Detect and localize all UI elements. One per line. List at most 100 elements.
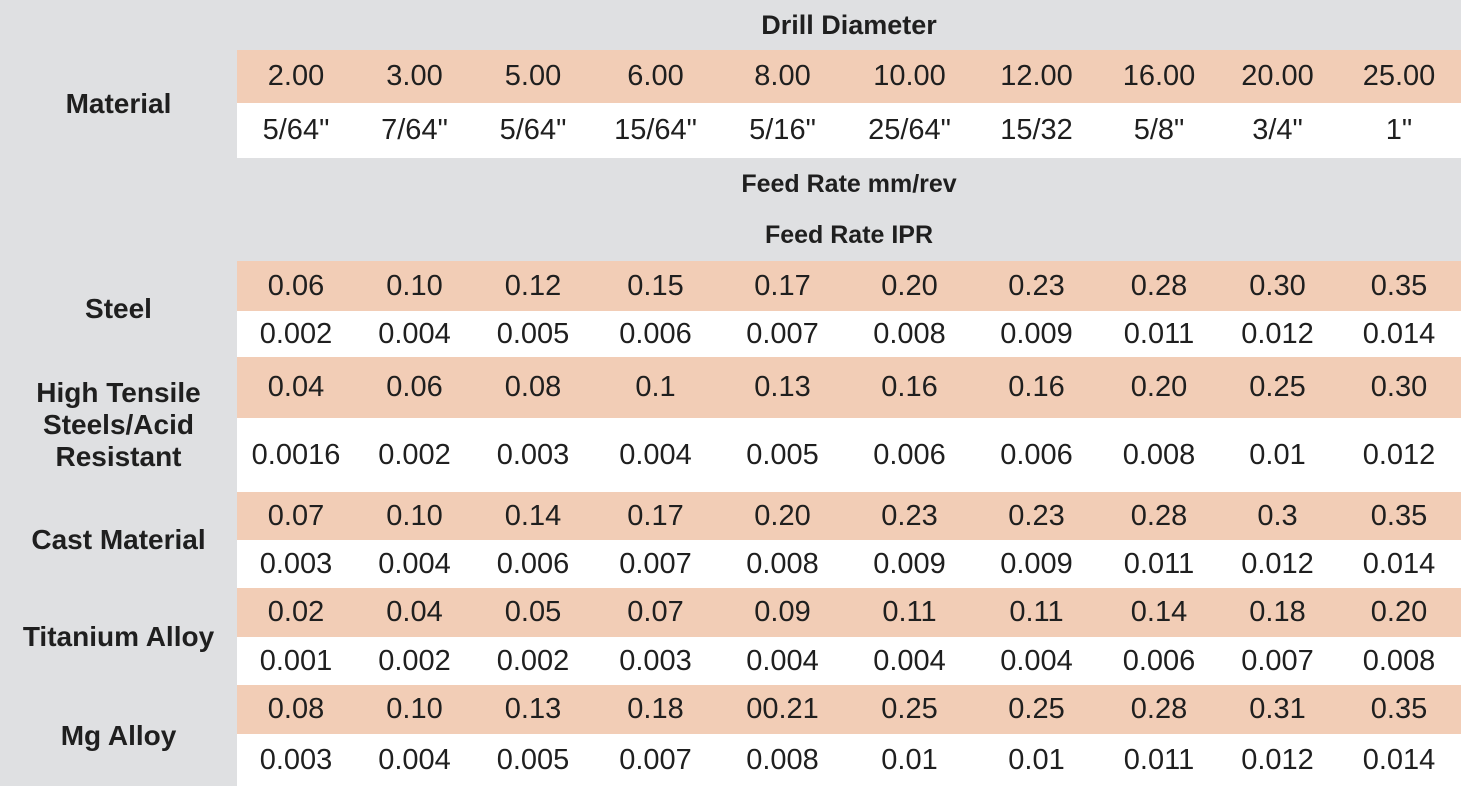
- feed-ipr-cell: 0.01: [846, 734, 973, 786]
- material-name: High Tensile Steels/Acid Resistant: [0, 357, 237, 492]
- feed-mm-cell: 0.14: [474, 492, 592, 540]
- feed-ipr-cell: 0.004: [355, 311, 474, 357]
- material-name-line: Steels/Acid: [43, 408, 194, 440]
- feed-ipr-cell: 0.002: [355, 637, 474, 685]
- feed-mm-cell: 0.3: [1218, 492, 1337, 540]
- feed-ipr-cell: 0.012: [1218, 540, 1337, 588]
- diameter-mm-cell: 12.00: [973, 50, 1100, 103]
- feed-ipr-cell: 0.008: [719, 734, 846, 786]
- feed-mm-cell: 0.1: [592, 357, 719, 418]
- feed-ipr-cell: 0.006: [592, 311, 719, 357]
- material-name-line: Cast Material: [31, 524, 206, 555]
- feed-ipr-cell: 0.002: [237, 311, 355, 357]
- diameter-mm-cell: 2.00: [237, 50, 355, 103]
- feed-mm-cell: 00.21: [719, 685, 846, 734]
- material-heading: Material: [0, 50, 237, 158]
- feed-ipr-cell: 0.007: [1218, 637, 1337, 685]
- feed-ipr-cell: 0.014: [1337, 734, 1461, 786]
- feed-mm-cell: 0.13: [719, 357, 846, 418]
- diameter-inch-cell: 5/64": [474, 103, 592, 158]
- feed-ipr-cell: 0.012: [1337, 418, 1461, 492]
- feed-ipr-cell: 0.002: [355, 418, 474, 492]
- feed-mm-cell: 0.25: [846, 685, 973, 734]
- feed-mm-cell: 0.04: [237, 357, 355, 418]
- material-name-line: Mg Alloy: [60, 719, 177, 751]
- feed-mm-cell: 0.20: [846, 261, 973, 311]
- feed-ipr-cell: 0.003: [474, 418, 592, 492]
- diameter-inch-cell: 1": [1337, 103, 1461, 158]
- material-name: Steel: [0, 261, 237, 357]
- feed-mm-cell: 0.04: [355, 588, 474, 637]
- feed-ipr-cell: 0.006: [846, 418, 973, 492]
- diameter-mm-cell: 6.00: [592, 50, 719, 103]
- feed-ipr-cell: 0.009: [973, 540, 1100, 588]
- feed-ipr-cell: 0.011: [1100, 734, 1218, 786]
- feed-mm-cell: 0.25: [973, 685, 1100, 734]
- diameter-mm-cell: 25.00: [1337, 50, 1461, 103]
- feed-mm-cell: 0.17: [592, 492, 719, 540]
- feed-ipr-cell: 0.012: [1218, 734, 1337, 786]
- feed-ipr-cell: 0.002: [474, 637, 592, 685]
- diameter-inch-cell: 7/64": [355, 103, 474, 158]
- feed-ipr-cell: 0.001: [237, 637, 355, 685]
- feed-ipr-cell: 0.004: [592, 418, 719, 492]
- drill-diameter-heading: Drill Diameter: [761, 9, 937, 40]
- feed-mm-cell: 0.16: [973, 357, 1100, 418]
- feed-mm-cell: 0.07: [237, 492, 355, 540]
- feed-ipr-cell: 0.005: [474, 734, 592, 786]
- feed-mm-cell: 0.31: [1218, 685, 1337, 734]
- material-name-line: High Tensile: [36, 376, 201, 408]
- diameter-inch-cell: 25/64": [846, 103, 973, 158]
- feed-mm-cell: 0.16: [846, 357, 973, 418]
- feed-ipr-cell: 0.007: [719, 311, 846, 357]
- feed-mm-cell: 0.10: [355, 492, 474, 540]
- feed-mm-cell: 0.20: [1337, 588, 1461, 637]
- diameter-inch-cell: 5/64": [237, 103, 355, 158]
- material-name: Titanium Alloy: [0, 588, 237, 685]
- feed-mm-cell: 0.09: [719, 588, 846, 637]
- feed-mm-cell: 0.10: [355, 261, 474, 311]
- feed-mm-cell: 0.14: [1100, 588, 1218, 637]
- feed-ipr-cell: 0.011: [1100, 540, 1218, 588]
- feed-mm-cell: 0.13: [474, 685, 592, 734]
- feed-ipr-cell: 0.004: [355, 540, 474, 588]
- feed-ipr-cell: 0.0016: [237, 418, 355, 492]
- feed-mm-cell: 0.15: [592, 261, 719, 311]
- feed-mm-cell: 0.28: [1100, 261, 1218, 311]
- feed-ipr-cell: 0.003: [592, 637, 719, 685]
- material-name: Cast Material: [0, 492, 237, 588]
- feed-mm-cell: 0.18: [592, 685, 719, 734]
- feed-mm-cell: 0.12: [474, 261, 592, 311]
- feed-mm-cell: 0.30: [1337, 357, 1461, 418]
- feed-mm-cell: 0.06: [237, 261, 355, 311]
- diameter-mm-cell: 16.00: [1100, 50, 1218, 103]
- diameter-inch-cell: 15/32: [973, 103, 1100, 158]
- feed-ipr-cell: 0.009: [846, 540, 973, 588]
- feed-mm-cell: 0.11: [846, 588, 973, 637]
- feed-ipr-cell: 0.004: [355, 734, 474, 786]
- feed-mm-cell: 0.07: [592, 588, 719, 637]
- diameter-inch-cell: 5/16": [719, 103, 846, 158]
- feed-mm-cell: 0.30: [1218, 261, 1337, 311]
- feed-ipr-cell: 0.007: [592, 734, 719, 786]
- feed-mm-cell: 0.20: [719, 492, 846, 540]
- feed-ipr-cell: 0.003: [237, 540, 355, 588]
- feed-mm-cell: 0.23: [973, 492, 1100, 540]
- feed-mm-cell: 0.28: [1100, 492, 1218, 540]
- feed-ipr-cell: 0.006: [474, 540, 592, 588]
- feed-mm-cell: 0.35: [1337, 261, 1461, 311]
- feed-ipr-cell: 0.011: [1100, 311, 1218, 357]
- material-name-line: Titanium Alloy: [22, 620, 215, 652]
- feed-mm-cell: 0.05: [474, 588, 592, 637]
- feed-mm-cell: 0.20: [1100, 357, 1218, 418]
- feed-ipr-cell: 0.008: [846, 311, 973, 357]
- feed-mm-cell: 0.11: [973, 588, 1100, 637]
- feed-mm-cell: 0.25: [1218, 357, 1337, 418]
- diameter-mm-cell: 3.00: [355, 50, 474, 103]
- feed-ipr-cell: 0.005: [474, 311, 592, 357]
- feed-ipr-cell: 0.006: [973, 418, 1100, 492]
- feed-ipr-cell: 0.004: [973, 637, 1100, 685]
- feed-ipr-cell: 0.008: [1337, 637, 1461, 685]
- feed-ipr-cell: 0.003: [237, 734, 355, 786]
- feed-mm-cell: 0.02: [237, 588, 355, 637]
